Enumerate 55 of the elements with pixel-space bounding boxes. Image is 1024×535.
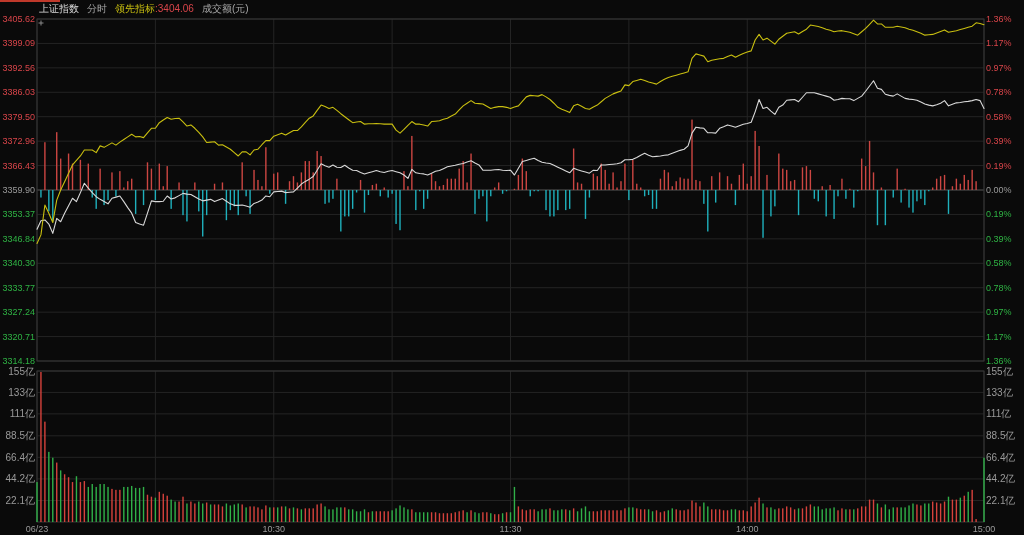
text: 领先指标 [115,3,155,14]
y2-tick-label: 44.2亿 [986,473,1016,485]
y-tick-label: 3333.77 [2,282,35,293]
y-tick-label: 3327.24 [2,307,35,318]
y-tick-label: 3399.09 [2,38,35,49]
y2-tick-label: 0.19% [986,208,1012,219]
y2-tick-label: 1.36% [986,14,1012,24]
y-tick-label: 3359.90 [2,185,35,195]
y-tick-label: 3340.30 [2,258,35,269]
y2-tick-label: 0.58% [986,257,1012,268]
x-tick-label: 11:30 [499,524,522,534]
text: 成交额(元) [201,3,249,14]
y2-tick-label: 111亿 [986,408,1012,420]
y2-tick-label: 1.36% [986,356,1012,366]
y2-tick-label: 88.5亿 [986,430,1016,442]
y2-tick-label: 0.97% [986,306,1012,317]
y-tick-label: 133亿 [8,386,35,398]
x-tick-label: 14:00 [735,524,759,534]
y2-tick-label: 0.58% [986,112,1012,123]
x-tick-label: 06/23 [25,524,49,534]
x-tick-label: 10:30 [262,524,286,534]
line-series [36,80,985,234]
y-tick-label: 3405.62 [2,14,35,24]
y-tick-label: 22.1亿 [5,494,35,506]
y2-tick-label: 133亿 [986,386,1013,398]
y2-tick-label: 0.39% [986,135,1012,146]
y2-tick-label: 155亿 [986,365,1013,377]
x-tick-label: 15:00 [972,524,996,534]
y-tick-label: 3379.50 [2,111,35,122]
y2-tick-label: 0.97% [986,63,1012,74]
text: 上证指数 [39,3,79,14]
y2-tick-label: 66.4亿 [986,451,1016,463]
y-tick-label: 3386.03 [2,87,35,98]
y2-tick-label: 1.17% [986,37,1012,48]
y-tick-label: 66.4亿 [5,451,35,463]
y-tick-label: 3346.84 [2,233,35,244]
y-tick-label: 3353.37 [2,209,35,220]
y2-tick-label: 0.78% [986,283,1012,294]
y2-tick-label: 0.39% [986,234,1012,245]
y-tick-label: 155亿 [8,365,35,377]
y-tick-label: 88.5亿 [5,430,35,442]
y-tick-label: 3392.56 [2,62,35,73]
y2-tick-label: 0.78% [986,86,1012,97]
chart-subtitle: 分时 [87,3,107,14]
y-tick-label: 44.2亿 [5,473,35,485]
y2-tick-label: 1.17% [986,332,1012,343]
y-tick-label: 3320.71 [2,331,35,342]
y-tick-label: 3314.18 [2,356,35,366]
y-tick-label: 3366.43 [2,160,35,171]
y-tick-label: 111亿 [9,408,35,420]
y-tick-label: 3372.96 [2,136,35,147]
y2-tick-label: 22.1亿 [986,494,1016,506]
y2-tick-label: 0.00% [986,185,1012,195]
text: :3404.06 [155,3,195,14]
y2-tick-label: 0.19% [986,161,1012,172]
